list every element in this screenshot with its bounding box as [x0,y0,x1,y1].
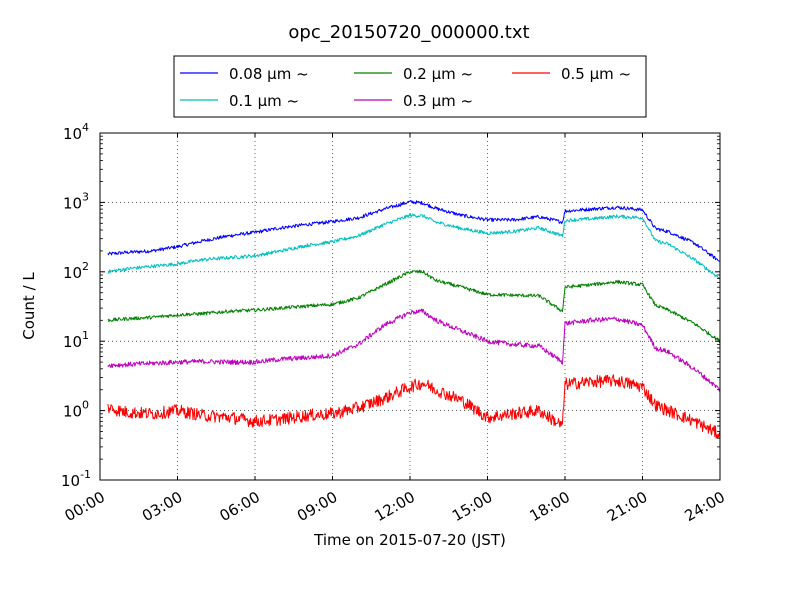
series-line [107,308,721,392]
series-line [107,374,721,439]
y-tick-label: 104 [63,121,89,143]
x-tick-label: 21:00 [604,488,650,525]
y-tick-base: 10 [63,194,82,212]
legend-label: 0.08 μm ~ [229,65,309,83]
y-tick-base: 10 [63,333,82,351]
y-tick-exponent: 1 [82,329,89,342]
y-tick-base: 10 [61,472,80,490]
x-tick-label: 06:00 [217,488,263,525]
y-axis-title: Count / L [20,272,38,340]
legend-label: 0.3 μm ~ [403,92,473,110]
y-tick-base: 10 [63,264,82,282]
x-tick-label: 18:00 [527,488,573,525]
x-tick-label: 24:00 [682,488,728,525]
legend-box [173,55,647,118]
y-tick-base: 10 [63,125,82,143]
series-line [107,199,721,263]
x-tick-label: 15:00 [449,488,495,525]
x-tick-labels: 00:00 03:00 06:00 09:00 12:00 15:00 18:00 21:00… [62,488,728,525]
series-layer [107,199,721,439]
x-tick-label: 09:00 [294,488,340,525]
y-tick-exponent: -1 [80,468,91,481]
legend-label: 0.1 μm ~ [229,92,299,110]
legend-label: 0.2 μm ~ [403,65,473,83]
legend-label: 0.5 μm ~ [561,65,631,83]
chart-title: opc_20150720_000000.txt [288,22,529,43]
y-tick-base: 10 [63,403,82,421]
legend: 0.08 μm ~ 0.1 μm ~ 0.2 μm ~ 0.3 μm ~ 0.5 μm … [173,55,647,118]
y-tick-label: 100 [63,399,89,421]
series-line [107,213,721,280]
grid [99,132,721,481]
y-tick-exponent: 2 [82,260,89,273]
ticks [99,132,721,481]
series-line [107,269,721,343]
y-tick-exponent: 3 [82,190,89,203]
y-tick-label: 10-1 [61,468,91,490]
y-tick-label: 102 [63,260,89,282]
y-tick-exponent: 4 [82,121,89,134]
x-axis-title: Time on 2015-07-20 (JST) [313,531,506,549]
y-tick-exponent: 0 [82,399,89,412]
y-tick-label: 101 [63,329,89,351]
x-tick-label: 00:00 [62,488,108,525]
x-tick-label: 12:00 [372,488,418,525]
x-tick-label: 03:00 [139,488,185,525]
y-tick-label: 103 [63,190,89,212]
